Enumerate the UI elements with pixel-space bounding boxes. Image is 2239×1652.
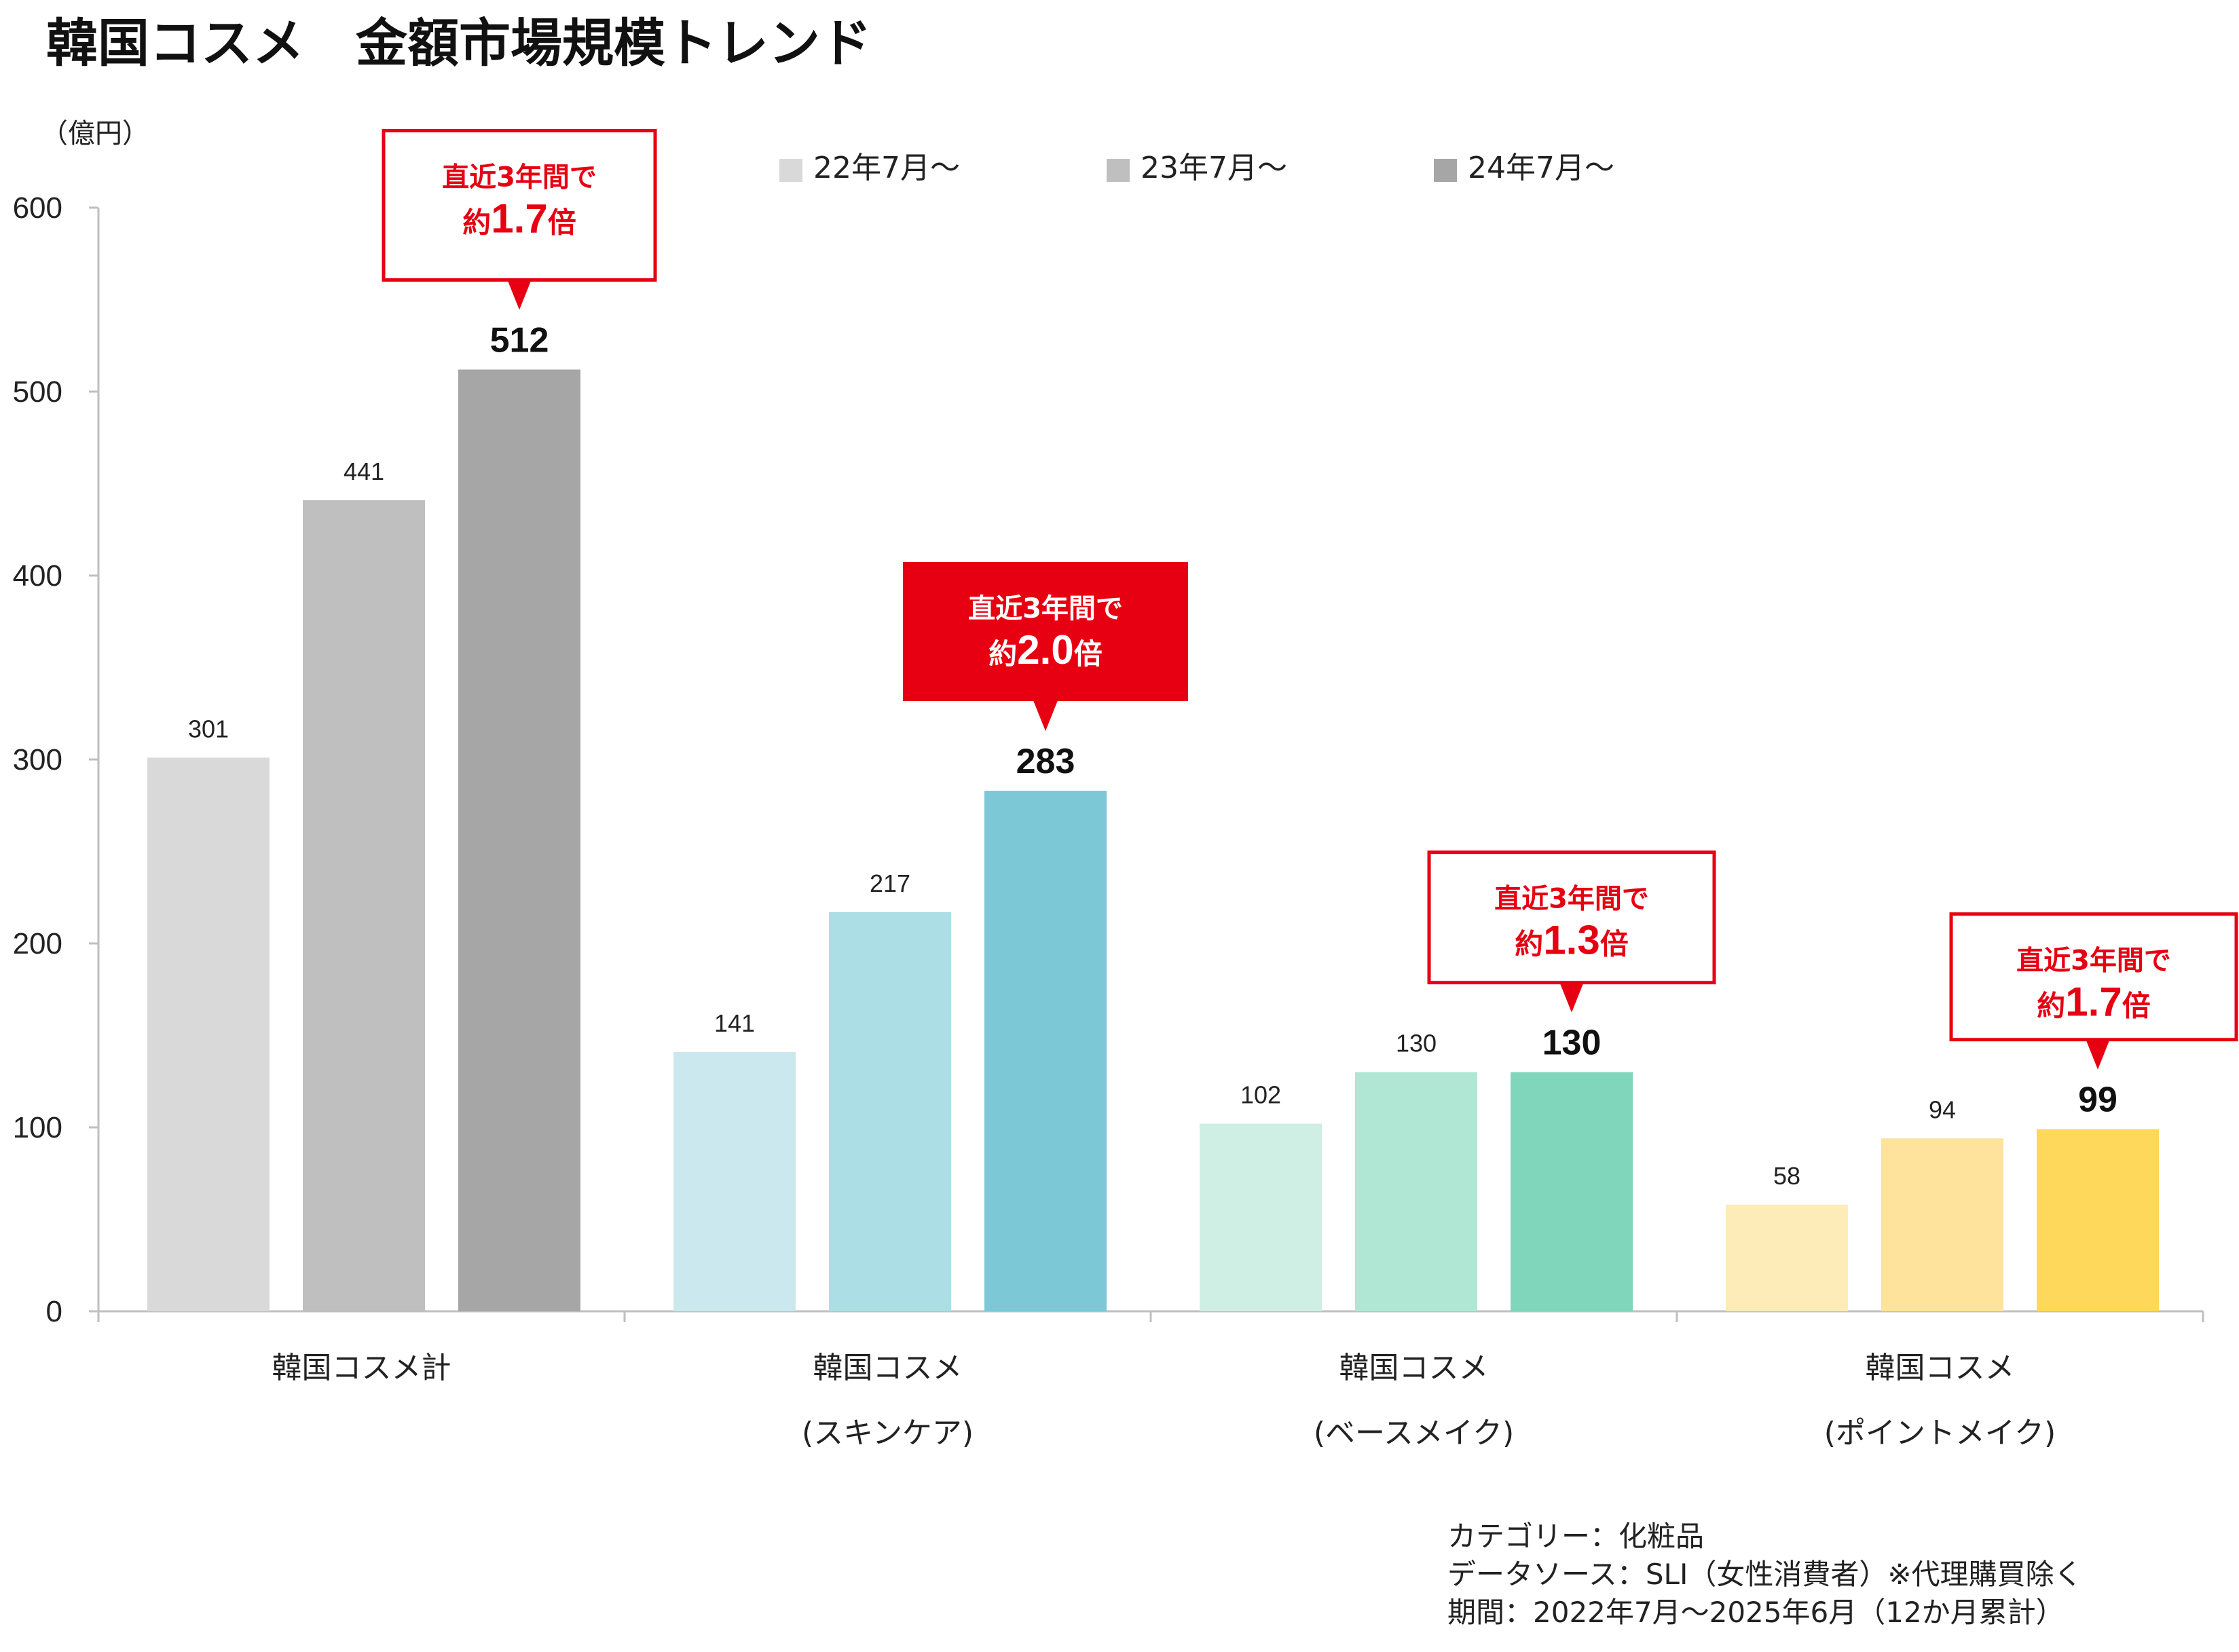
category-label: 韓国コスメ <box>813 1351 963 1385</box>
bar <box>673 1051 796 1311</box>
data-label: 58 <box>1773 1162 1800 1190</box>
category-labels: 韓国コスメ計 韓国コスメ (スキンケア) 韓国コスメ (ベースメイク) 韓国コスメ (ポイン… <box>272 1351 2056 1450</box>
bar <box>1355 1072 1477 1311</box>
legend-swatch <box>779 159 802 182</box>
bar <box>303 500 425 1311</box>
category-label: (ポイントメイク) <box>1824 1416 2056 1450</box>
callout-pointer <box>1033 700 1058 732</box>
callout-frame <box>1949 912 2238 1042</box>
bar <box>829 912 951 1311</box>
category-label: 韓国コスメ計 <box>272 1351 451 1385</box>
legend-swatch <box>1434 159 1457 182</box>
bar <box>458 369 580 1311</box>
legend-label: 24年7月～ <box>1468 151 1614 185</box>
callout-pointer <box>507 279 532 310</box>
data-label: 94 <box>1929 1095 1956 1123</box>
bar <box>2037 1129 2159 1311</box>
source-notes: カテゴリー：化粧品データソース：SLI（女性消費者）※代理購買除く期間：2022… <box>1447 1520 2083 1629</box>
legend-swatch <box>1107 159 1130 182</box>
callout-line1: 直近3年間で <box>442 162 597 193</box>
axes: 0 100 200 300 400 500 600 <box>13 191 2204 1328</box>
y-tick-label: 200 <box>13 927 62 960</box>
callout-frame <box>903 562 1188 702</box>
category-label: (ベースメイク) <box>1314 1416 1514 1450</box>
legend: 22年7月～ 23年7月～ 24年7月～ <box>779 151 1614 185</box>
callout-pointer <box>2086 1038 2110 1070</box>
data-label: 102 <box>1240 1081 1281 1109</box>
source-note: 期間：2022年7月～2025年6月（12か月累計） <box>1447 1596 2065 1629</box>
data-label: 141 <box>714 1009 755 1037</box>
callout-ratio: 約1.7倍 <box>462 195 576 241</box>
data-label: 441 <box>344 457 384 485</box>
category-label: 韓国コスメ <box>1339 1351 1489 1385</box>
bar <box>1881 1138 2003 1311</box>
bar <box>147 757 270 1311</box>
source-note: データソース：SLI（女性消費者）※代理購買除く <box>1447 1558 2083 1591</box>
y-tick-label: 0 <box>46 1295 62 1328</box>
data-label: 512 <box>490 320 549 360</box>
y-tick-label: 600 <box>13 191 62 225</box>
callout-line1: 直近3年間で <box>968 593 1123 624</box>
bar <box>984 791 1107 1311</box>
legend-label: 23年7月～ <box>1141 151 1287 185</box>
callout-line1: 直近3年間で <box>2016 945 2171 977</box>
data-label: 283 <box>1016 742 1075 781</box>
callout-ratio: 約1.7倍 <box>2037 979 2150 1025</box>
y-tick-label: 300 <box>13 743 62 776</box>
callout-pointer <box>1559 981 1584 1013</box>
bar <box>1200 1123 1322 1311</box>
chart-title: 韓国コスメ 金額市場規模トレンド <box>46 13 872 73</box>
category-label: 韓国コスメ <box>1866 1351 2015 1385</box>
data-label: 130 <box>1542 1024 1602 1063</box>
callout-frame <box>382 128 657 282</box>
source-note: カテゴリー：化粧品 <box>1447 1520 1704 1553</box>
bar <box>1726 1204 1848 1311</box>
y-tick-label: 100 <box>13 1111 62 1144</box>
bar <box>1511 1072 1633 1311</box>
data-label: 130 <box>1396 1030 1437 1057</box>
bars <box>147 369 2159 1311</box>
value-labels: 301 441 512 141 217 283 102 130 130 58 94 99 <box>188 320 2117 1189</box>
callout-ratio: 約1.3倍 <box>1515 918 1628 963</box>
data-label: 217 <box>870 869 910 897</box>
data-label: 301 <box>188 715 229 743</box>
y-tick-label: 400 <box>13 559 62 593</box>
legend-label: 22年7月～ <box>813 151 960 185</box>
callout-line1: 直近3年間で <box>1494 884 1649 915</box>
y-tick-label: 500 <box>13 375 62 409</box>
data-label: 99 <box>2078 1081 2117 1120</box>
y-axis-unit: （億円） <box>41 118 149 149</box>
callouts: 直近3年間で約1.7倍直近3年間で約2.0倍直近3年間で約1.3倍直近3年間で約… <box>382 128 2238 1070</box>
category-label: (スキンケア) <box>802 1416 974 1450</box>
callout-ratio: 約2.0倍 <box>988 627 1102 673</box>
